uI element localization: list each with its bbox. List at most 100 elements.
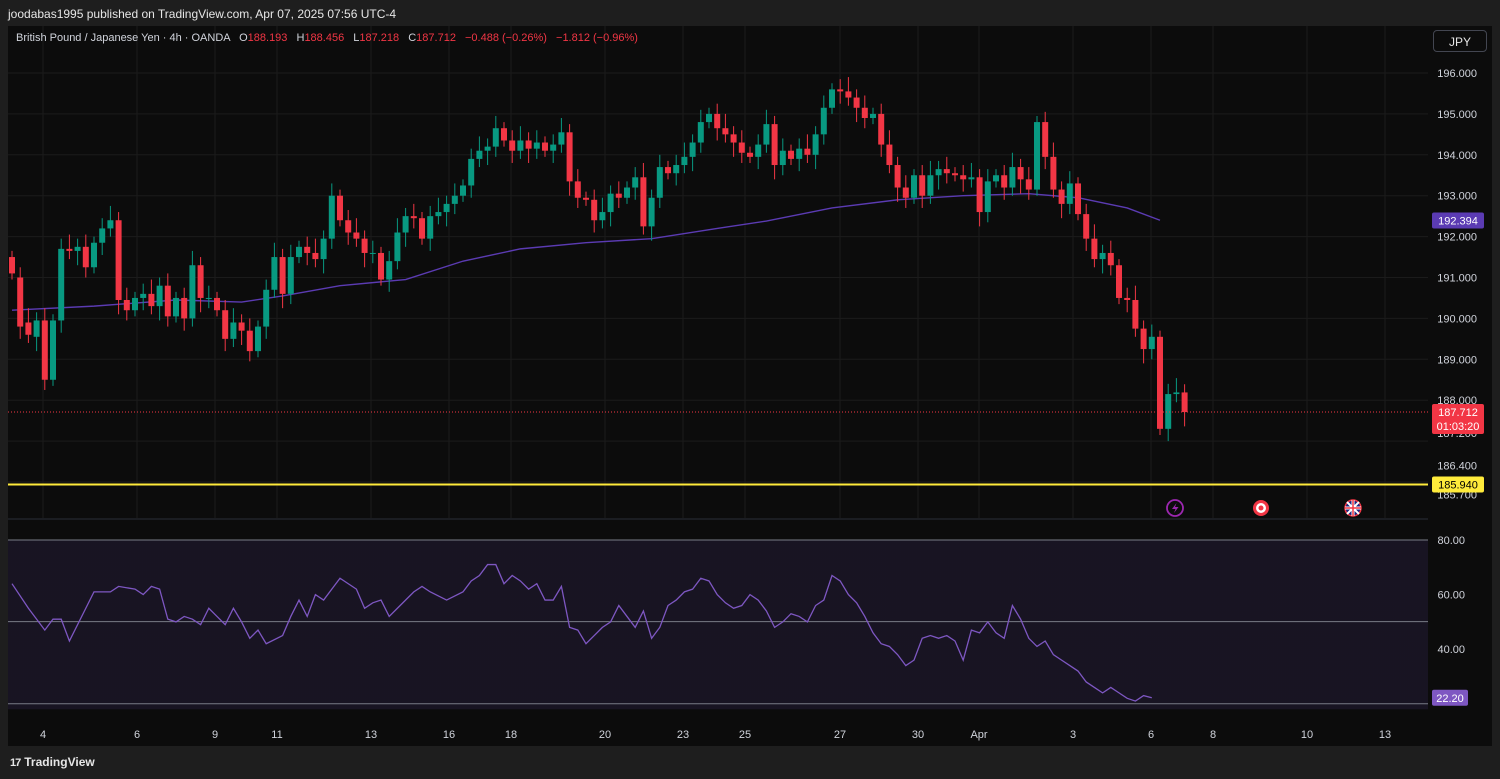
candle[interactable]: [304, 236, 311, 266]
candle[interactable]: [870, 107, 876, 125]
candle[interactable]: [1091, 224, 1098, 268]
candle[interactable]: [1173, 378, 1180, 403]
currency-button[interactable]: JPY: [1433, 30, 1487, 52]
candle[interactable]: [952, 167, 958, 182]
rsi-line[interactable]: [11, 563, 1152, 702]
candle[interactable]: [246, 318, 253, 362]
candle[interactable]: [1075, 177, 1081, 221]
candle[interactable]: [345, 210, 352, 245]
candle[interactable]: [591, 189, 598, 233]
time-axis[interactable]: 4 6 9 11 13 16 18 20 23 25 27 30 Apr 3 6 8 10 13: [40, 729, 1391, 741]
candle[interactable]: [1042, 111, 1049, 170]
candle[interactable]: [730, 126, 737, 157]
candle[interactable]: [427, 205, 434, 251]
candle[interactable]: [484, 138, 491, 166]
candle[interactable]: [861, 95, 868, 129]
candle[interactable]: [263, 279, 270, 339]
candle[interactable]: [665, 160, 671, 180]
candle[interactable]: [812, 126, 819, 170]
candle[interactable]: [164, 273, 171, 327]
candle[interactable]: [148, 279, 155, 315]
candle[interactable]: [960, 165, 967, 192]
candle[interactable]: [673, 154, 680, 186]
candle[interactable]: [369, 240, 376, 264]
candle[interactable]: [583, 191, 589, 206]
candle[interactable]: [1066, 171, 1073, 215]
candle[interactable]: [919, 165, 926, 208]
candle[interactable]: [993, 169, 999, 188]
candle[interactable]: [222, 299, 229, 352]
candle[interactable]: [501, 122, 507, 147]
candle[interactable]: [788, 144, 794, 166]
candle[interactable]: [878, 103, 885, 157]
candle[interactable]: [66, 234, 73, 260]
candle[interactable]: [238, 314, 245, 345]
candle[interactable]: [99, 218, 106, 256]
candle[interactable]: [173, 291, 179, 323]
candle[interactable]: [558, 117, 565, 153]
candle[interactable]: [132, 291, 138, 317]
candle[interactable]: [378, 246, 384, 286]
candle[interactable]: [353, 218, 360, 247]
candle[interactable]: [755, 134, 762, 170]
candle[interactable]: [935, 160, 942, 190]
candle[interactable]: [837, 79, 844, 104]
candle[interactable]: [181, 287, 188, 331]
candle[interactable]: [779, 138, 786, 176]
candle[interactable]: [123, 287, 130, 321]
candle[interactable]: [648, 189, 655, 241]
candle[interactable]: [1165, 383, 1172, 442]
candle[interactable]: [91, 236, 97, 274]
candle[interactable]: [886, 130, 893, 174]
candle[interactable]: [968, 162, 975, 188]
candle[interactable]: [386, 250, 393, 292]
candle[interactable]: [1001, 165, 1008, 200]
lightning-event-icon[interactable]: [1166, 499, 1184, 517]
candle[interactable]: [255, 320, 261, 358]
candle[interactable]: [1058, 181, 1065, 219]
candle[interactable]: [574, 169, 581, 208]
candle[interactable]: [435, 197, 442, 225]
candle[interactable]: [451, 183, 458, 215]
candle[interactable]: [796, 138, 803, 172]
candle[interactable]: [312, 238, 319, 268]
candle[interactable]: [763, 109, 770, 153]
candle[interactable]: [722, 113, 729, 143]
candle[interactable]: [829, 83, 835, 114]
candle[interactable]: [271, 242, 278, 298]
candle[interactable]: [1157, 330, 1163, 435]
candle[interactable]: [509, 130, 516, 163]
candle[interactable]: [402, 207, 409, 247]
candle[interactable]: [140, 283, 147, 311]
candle[interactable]: [607, 185, 614, 227]
candle[interactable]: [738, 130, 745, 163]
candle[interactable]: [976, 169, 983, 227]
rsi-pane[interactable]: [8, 539, 1428, 710]
candle[interactable]: [443, 195, 450, 227]
candle[interactable]: [689, 134, 696, 172]
candle[interactable]: [82, 234, 89, 278]
candle[interactable]: [927, 160, 934, 204]
candle[interactable]: [624, 181, 630, 204]
candle[interactable]: [25, 308, 32, 343]
candle[interactable]: [320, 230, 327, 274]
candle[interactable]: [656, 154, 663, 208]
candle[interactable]: [681, 142, 688, 174]
candle[interactable]: [156, 277, 163, 321]
candle[interactable]: [337, 189, 343, 227]
tradingview-logo[interactable]: 17 TradingView: [10, 755, 95, 769]
candle[interactable]: [361, 230, 368, 268]
candle[interactable]: [279, 248, 286, 309]
candle[interactable]: [820, 95, 827, 145]
candle[interactable]: [1017, 158, 1024, 194]
candle[interactable]: [410, 203, 417, 229]
candle[interactable]: [9, 250, 15, 280]
candle[interactable]: [599, 197, 606, 229]
symbol-legend[interactable]: British Pound / Japanese Yen · 4h · OAND…: [16, 32, 638, 44]
candle[interactable]: [615, 181, 622, 208]
candle[interactable]: [1124, 287, 1131, 313]
candle[interactable]: [1140, 320, 1147, 364]
candle[interactable]: [542, 136, 548, 157]
candle[interactable]: [1107, 240, 1114, 276]
